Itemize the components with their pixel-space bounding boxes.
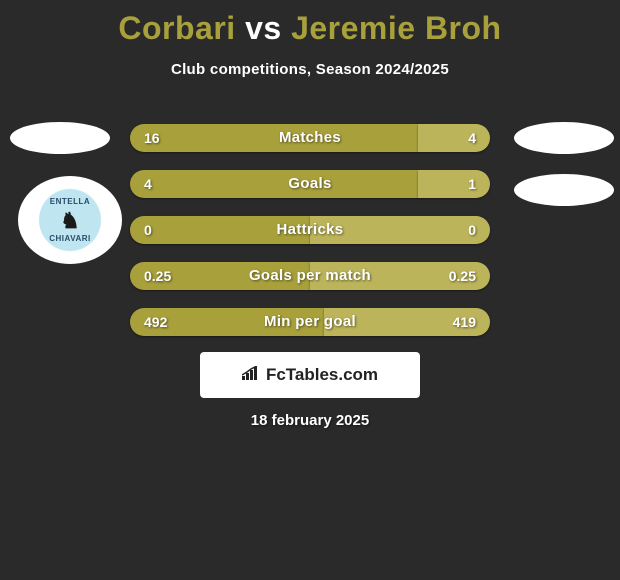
player1-badge-top [10, 122, 110, 154]
bar-value-right: 0.25 [449, 262, 476, 290]
player2-badge-top [514, 122, 614, 154]
bar-value-right: 1 [468, 170, 476, 198]
bar-value-left: 0 [144, 216, 152, 244]
club-badge-text-top: ENTELLA [50, 197, 90, 206]
bar-label: Hattricks [130, 216, 490, 244]
brand-icon [242, 366, 260, 385]
bar-value-left: 492 [144, 308, 167, 336]
subtitle: Club competitions, Season 2024/2025 [0, 61, 620, 78]
brand-text: FcTables.com [266, 365, 378, 385]
club-badge-text-bottom: CHIAVARI [49, 234, 90, 243]
bar-value-right: 4 [468, 124, 476, 152]
bar-row: Matches16 4 [130, 124, 490, 152]
bar-value-left: 16 [144, 124, 160, 152]
bar-value-right: 419 [453, 308, 476, 336]
vs-text: vs [245, 10, 282, 46]
player2-badge-mid [514, 174, 614, 206]
player2-name: Jeremie Broh [291, 10, 502, 46]
brand-box: FcTables.com [200, 352, 420, 398]
club-badge-inner: ENTELLA ♞ CHIAVARI [34, 184, 106, 256]
club-badge-icon: ♞ [60, 208, 80, 234]
bar-label: Matches [130, 124, 490, 152]
date-line: 18 february 2025 [0, 412, 620, 429]
bar-row: Hattricks0 0 [130, 216, 490, 244]
bar-label: Min per goal [130, 308, 490, 336]
bar-value-right: 0 [468, 216, 476, 244]
bar-row: Goals4 1 [130, 170, 490, 198]
bar-label: Goals [130, 170, 490, 198]
bar-value-left: 4 [144, 170, 152, 198]
page-title: Corbari vs Jeremie Broh [0, 0, 620, 47]
bar-row: Goals per match0.25 0.25 [130, 262, 490, 290]
bar-row: Min per goal492 419 [130, 308, 490, 336]
club-badge: ENTELLA ♞ CHIAVARI [18, 176, 122, 264]
comparison-bars: Matches164Goals41Hattricks00Goals per ma… [130, 124, 490, 354]
player1-name: Corbari [118, 10, 235, 46]
bar-label: Goals per match [130, 262, 490, 290]
bar-value-left: 0.25 [144, 262, 171, 290]
